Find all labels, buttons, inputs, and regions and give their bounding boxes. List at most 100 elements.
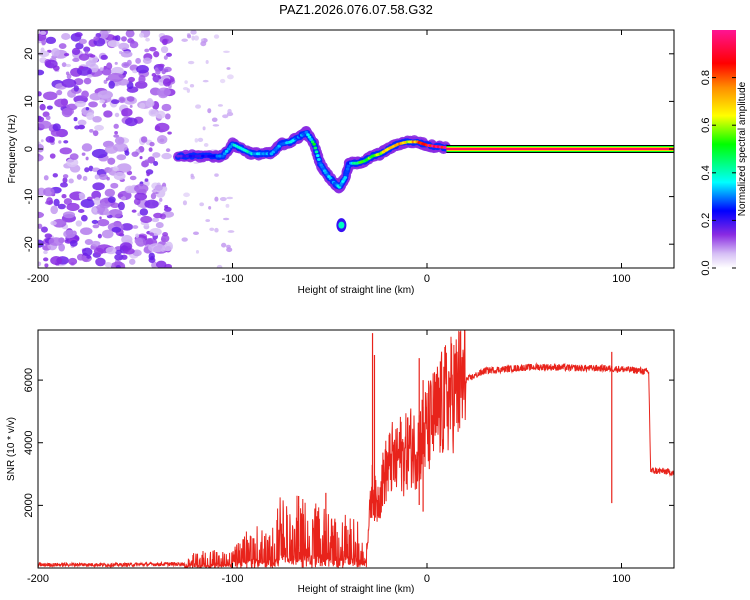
noise-speckle (151, 261, 158, 268)
noise-speckle (149, 141, 155, 147)
noise-speckle (84, 239, 93, 246)
noise-speckle (226, 247, 233, 253)
noise-speckle (161, 182, 167, 188)
ridge-core (315, 154, 320, 158)
snr-background (38, 330, 674, 568)
noise-speckle (114, 112, 120, 118)
noise-speckle (90, 240, 101, 247)
noise-speckle (160, 237, 166, 242)
noise-speckle (121, 109, 128, 117)
noise-speckle (154, 122, 170, 133)
noise-speckle (151, 189, 157, 193)
noise-speckle (132, 225, 139, 229)
noise-speckle (93, 36, 99, 41)
noise-speckle (146, 172, 150, 177)
noise-speckle (202, 126, 206, 131)
noise-speckle (112, 166, 119, 172)
noise-speckle (95, 257, 106, 267)
noise-speckle (189, 84, 195, 88)
noise-speckle (45, 36, 57, 45)
spectrogram-ytick-label: 20 (23, 48, 35, 60)
spectrogram-xtick-label: 100 (612, 273, 630, 285)
noise-speckle (50, 205, 59, 215)
snr-xtick-label: 0 (424, 573, 430, 585)
noise-speckle (92, 182, 105, 191)
snr-xtick-label: -200 (27, 573, 49, 585)
noise-speckle (107, 157, 116, 165)
noise-speckle (99, 67, 104, 72)
noise-speckle (145, 99, 155, 108)
noise-speckle (81, 143, 93, 152)
noise-speckle (149, 232, 155, 236)
noise-speckle (113, 123, 119, 129)
noise-speckle (52, 123, 61, 132)
noise-speckle (150, 255, 154, 260)
noise-speckle (209, 227, 215, 232)
ridge-core (343, 176, 348, 180)
noise-speckle (143, 222, 150, 227)
noise-speckle (60, 182, 68, 188)
noise-speckle (82, 175, 88, 181)
noise-speckle (125, 117, 138, 127)
snr-ytick-label: 6000 (23, 368, 35, 392)
ridge-core (228, 145, 233, 149)
noise-speckle (104, 212, 111, 216)
noise-speckle (195, 249, 200, 254)
noise-speckle (81, 214, 88, 222)
noise-speckle (43, 257, 49, 262)
noise-speckle (73, 85, 79, 92)
spectrogram-xlabel: Height of straight line (km) (298, 285, 415, 296)
noise-speckle (68, 178, 74, 184)
noise-speckle (63, 198, 73, 205)
noise-speckle (114, 253, 124, 261)
noise-speckle (39, 30, 47, 35)
colorbar-tick-label: 0.6 (700, 118, 712, 133)
noise-speckle (164, 204, 169, 209)
spectrogram-ytick-label: -10 (23, 189, 35, 205)
noise-speckle (200, 41, 207, 47)
noise-speckle (194, 138, 199, 143)
noise-speckle (161, 69, 166, 75)
noise-speckle (154, 184, 163, 191)
noise-speckle (63, 140, 69, 144)
spectrogram-ytick-label: -20 (23, 236, 35, 252)
noise-speckle (78, 192, 84, 197)
noise-speckle (108, 80, 115, 89)
noise-speckle (135, 57, 141, 64)
noise-speckle (117, 193, 124, 198)
noise-speckle (117, 201, 125, 211)
noise-speckle (184, 80, 188, 84)
noise-speckle (119, 242, 133, 251)
noise-speckle (226, 67, 231, 70)
noise-speckle (58, 43, 67, 49)
noise-speckle (199, 202, 205, 207)
noise-speckle (46, 197, 53, 206)
noise-speckle (139, 208, 149, 216)
noise-speckle (99, 201, 111, 209)
noise-speckle (46, 105, 53, 110)
noise-speckle (62, 174, 69, 179)
noise-speckle (44, 263, 49, 268)
snr-panel: -200 -100 0 100 2000 4000 6000 Height of strai… (6, 329, 675, 595)
ridge-core (207, 154, 211, 158)
noise-speckle (120, 196, 127, 201)
noise-speckle (91, 148, 108, 159)
noise-speckle (44, 233, 53, 239)
noise-speckle (77, 124, 86, 130)
noise-speckle (211, 117, 218, 122)
noise-speckle (38, 211, 45, 219)
noise-speckle (78, 38, 87, 45)
ridge-core (198, 154, 202, 158)
ridge-core (312, 142, 316, 146)
noise-speckle (147, 156, 156, 164)
noise-speckle (139, 102, 146, 109)
noise-speckle (193, 35, 200, 41)
noise-speckle (222, 114, 229, 119)
noise-speckle (155, 222, 164, 229)
noise-speckle (113, 171, 126, 181)
noise-speckle (214, 173, 219, 177)
ridge-core (226, 147, 231, 151)
noise-speckle (134, 80, 148, 89)
snr-ytick-label: 2000 (23, 493, 35, 517)
